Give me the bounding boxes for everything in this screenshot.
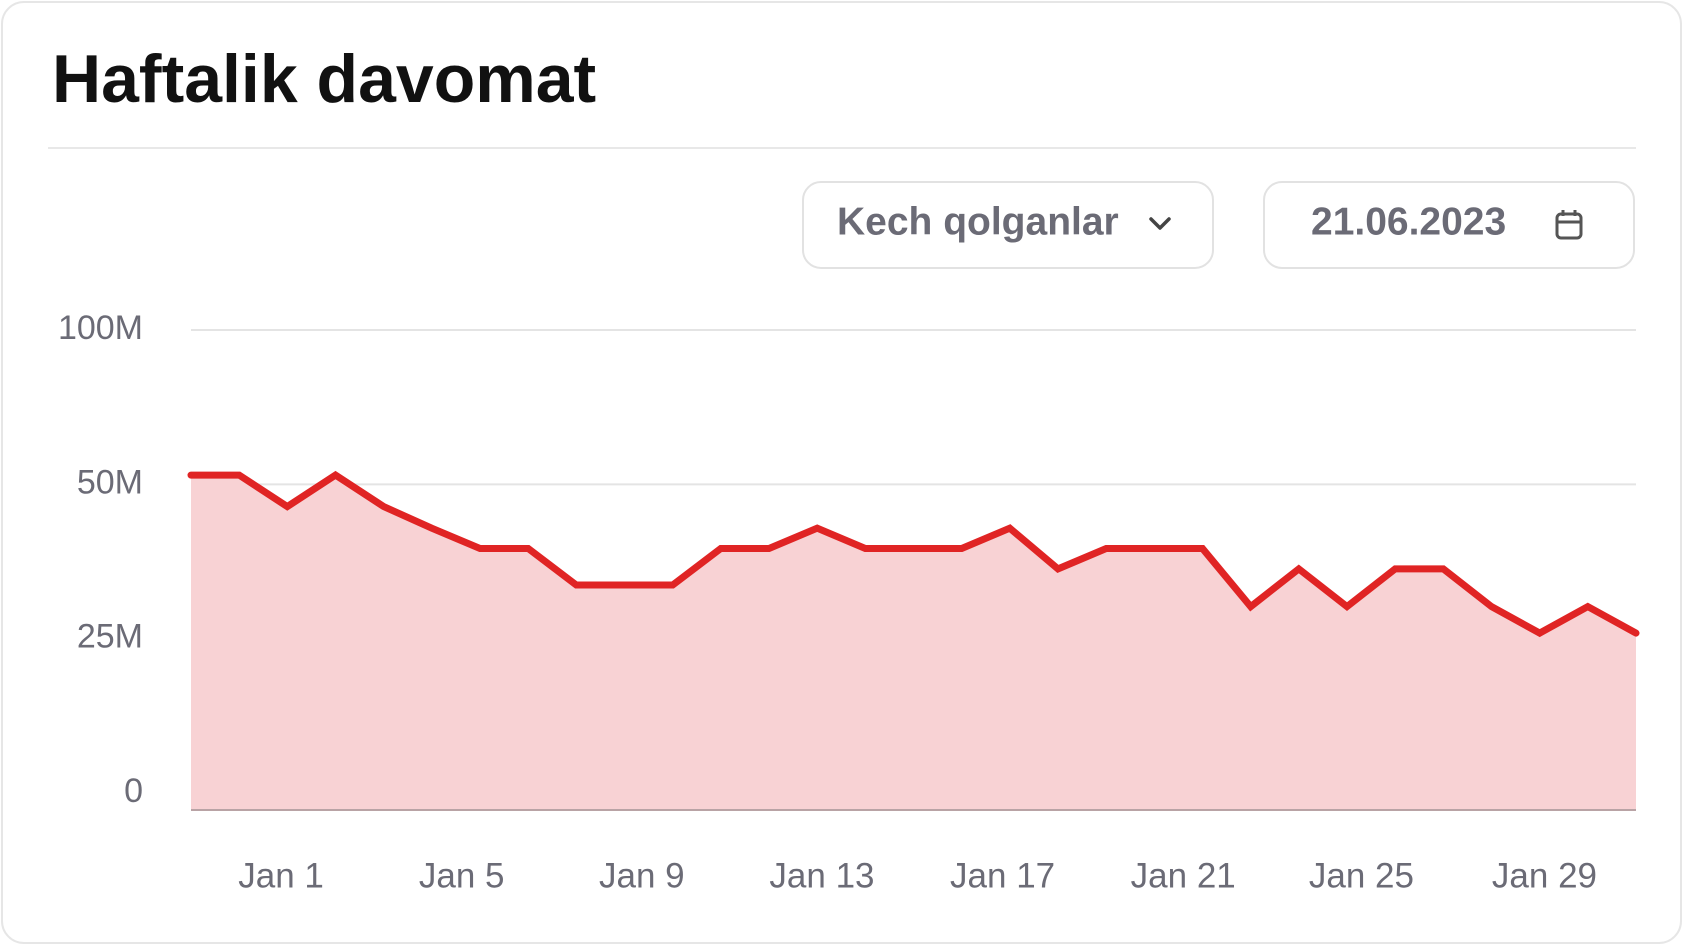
date-label[interactable]: 21.06.2023: [1311, 200, 1506, 243]
date-picker[interactable]: [1263, 181, 1635, 269]
x-tick-label: Jan 17: [950, 856, 1055, 895]
x-tick-label: Jan 1: [238, 856, 324, 895]
chevron-icon: [1149, 217, 1171, 230]
y-tick-label: 100M: [58, 309, 143, 347]
x-tick-label: Jan 21: [1131, 856, 1236, 895]
x-tick-label: Jan 29: [1492, 856, 1597, 895]
x-tick-label: Jan 25: [1309, 856, 1414, 895]
line: [187, 470, 1640, 638]
dropdown-label[interactable]: Kech qolganlar: [837, 200, 1119, 243]
y-tick-label: 25M: [77, 618, 143, 656]
y-tick-label: 0: [124, 772, 143, 810]
category-dropdown[interactable]: [802, 181, 1214, 269]
area-fill: [191, 475, 1636, 810]
x-tick-label: Jan 13: [769, 856, 874, 895]
x-tick-label: Jan 9: [599, 856, 685, 895]
card-title: Haftalik davomat: [52, 41, 596, 117]
calendar-icon: [1555, 210, 1583, 240]
x-tick-label: Jan 5: [419, 856, 505, 895]
y-tick-label: 50M: [77, 463, 143, 501]
